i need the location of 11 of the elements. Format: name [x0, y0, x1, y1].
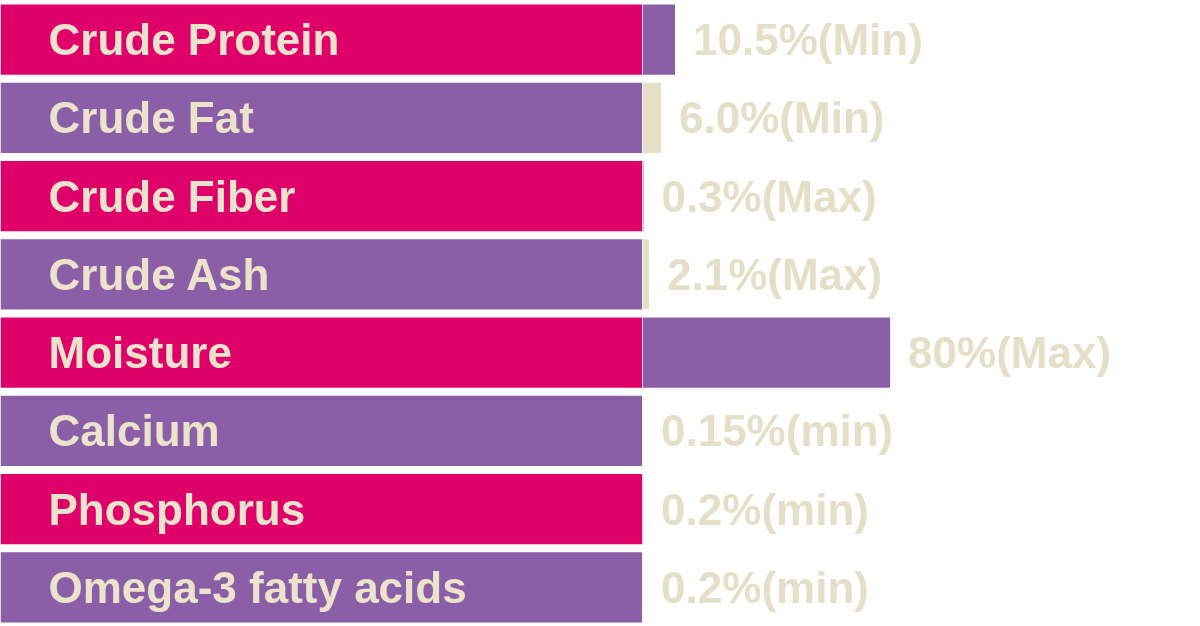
bar	[642, 239, 649, 310]
y-tick-label: Omega-3 fatty acids	[48, 562, 467, 612]
y-tick-label: Crude Fat	[48, 93, 255, 143]
y-tick-label: Phosphorus	[48, 484, 306, 534]
y-tick-label: Moisture	[48, 328, 232, 378]
bar	[642, 4, 675, 75]
y-tick-label: Crude Fiber	[48, 171, 296, 221]
y-tick-label: Calcium	[48, 406, 220, 456]
y-tick-label: Crude Ash	[48, 249, 270, 299]
bar	[642, 82, 662, 154]
y-tick-label: Crude Protein	[48, 15, 340, 65]
